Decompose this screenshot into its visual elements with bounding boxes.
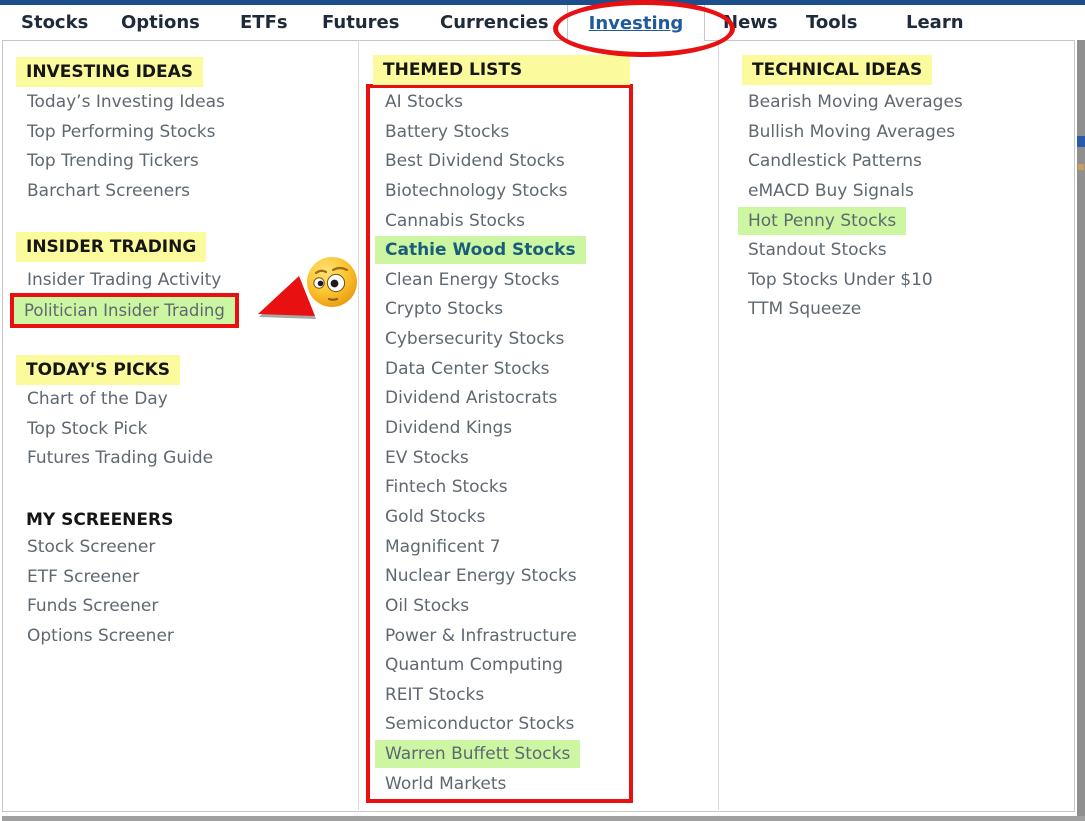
menu-item-magnificent-7[interactable]: Magnificent 7 — [385, 536, 501, 557]
menu-item-quantum-computing[interactable]: Quantum Computing — [385, 655, 564, 676]
page-behind-fragment — [1077, 136, 1085, 147]
menu-item-top-stock-pick[interactable]: Top Stock Pick — [27, 418, 148, 439]
menu-item-cybersecurity-stocks[interactable]: Cybersecurity Stocks — [385, 329, 565, 350]
page-behind-right-strip — [1077, 40, 1085, 821]
todays-picks-list: Chart of the Day Top Stock Pick Futures … — [27, 385, 213, 474]
raised-eyebrow-emoji-icon — [307, 257, 357, 307]
nav-item-currencies[interactable]: Currencies — [440, 12, 549, 33]
menu-item-battery-stocks[interactable]: Battery Stocks — [385, 121, 510, 142]
menu-item-reit-stocks[interactable]: REIT Stocks — [385, 684, 485, 705]
menu-item-warren-buffett-stocks[interactable]: Warren Buffett Stocks — [375, 740, 586, 770]
menu-item-gold-stocks[interactable]: Gold Stocks — [385, 506, 486, 527]
nav-item-stocks[interactable]: Stocks — [21, 12, 89, 33]
themed-lists: AI Stocks Battery Stocks Best Dividend S… — [375, 88, 586, 799]
menu-item-power-infrastructure[interactable]: Power & Infrastructure — [385, 625, 577, 646]
menu-item-world-markets[interactable]: World Markets — [385, 773, 507, 794]
menu-item-nuclear-energy-stocks[interactable]: Nuclear Energy Stocks — [385, 566, 577, 587]
menu-item-bullish-moving-averages[interactable]: Bullish Moving Averages — [748, 121, 956, 142]
menu-item-biotechnology-stocks[interactable]: Biotechnology Stocks — [385, 180, 568, 201]
menu-item-crypto-stocks[interactable]: Crypto Stocks — [385, 299, 504, 320]
nav-item-tools[interactable]: Tools — [806, 12, 858, 33]
menu-item-top-trending-tickers[interactable]: Top Trending Tickers — [27, 151, 199, 172]
section-header-todays-picks: TODAY'S PICKS — [16, 355, 181, 385]
menu-item-options-screener[interactable]: Options Screener — [27, 625, 174, 646]
section-header-themed-lists: THEMED LISTS — [373, 55, 630, 85]
menu-item-chart-of-the-day[interactable]: Chart of the Day — [27, 389, 168, 409]
menu-item-clean-energy-stocks[interactable]: Clean Energy Stocks — [385, 269, 560, 290]
nav-item-investing[interactable]: Investing — [588, 12, 684, 34]
menu-item-emacd-buy-signals[interactable]: eMACD Buy Signals — [748, 180, 914, 201]
menu-item-top-stocks-under-10[interactable]: Top Stocks Under $10 — [748, 269, 933, 290]
cathie-wood-stocks-highlight[interactable]: Cathie Wood Stocks — [375, 236, 586, 265]
menu-item-dividend-aristocrats[interactable]: Dividend Aristocrats — [385, 388, 558, 409]
menu-item-futures-trading-guide[interactable]: Futures Trading Guide — [27, 448, 214, 469]
investing-ideas-list: Today’s Investing Ideas Top Performing S… — [27, 88, 225, 207]
menu-item-standout-stocks[interactable]: Standout Stocks — [748, 240, 887, 261]
warren-buffett-stocks-highlight[interactable]: Warren Buffett Stocks — [375, 740, 581, 769]
page-behind-bottom-strip — [2, 816, 1085, 821]
nav-item-futures[interactable]: Futures — [322, 12, 400, 33]
menu-item-ttm-squeeze[interactable]: TTM Squeeze — [748, 299, 862, 320]
menu-item-data-center-stocks[interactable]: Data Center Stocks — [385, 358, 550, 379]
menu-item-top-performing-stocks[interactable]: Top Performing Stocks — [27, 121, 216, 142]
menu-item-todays-investing-ideas[interactable]: Today’s Investing Ideas — [27, 92, 225, 112]
politician-insider-trading-link[interactable]: Politician Insider Trading — [10, 293, 239, 328]
insider-trading-list: Insider Trading Activity — [27, 266, 221, 296]
menu-item-insider-trading-activity[interactable]: Insider Trading Activity — [27, 270, 222, 290]
technical-ideas-list: Bearish Moving Averages Bullish Moving A… — [738, 88, 963, 325]
nav-item-etfs[interactable]: ETFs — [240, 12, 288, 33]
menu-item-oil-stocks[interactable]: Oil Stocks — [385, 595, 470, 616]
menu-item-ev-stocks[interactable]: EV Stocks — [385, 447, 469, 468]
nav-item-options[interactable]: Options — [121, 12, 200, 33]
menu-item-dividend-kings[interactable]: Dividend Kings — [385, 418, 513, 439]
page-behind-fragment — [1078, 164, 1084, 170]
menu-item-ai-stocks[interactable]: AI Stocks — [385, 92, 463, 112]
main-nav-bar: Stocks Options ETFs Futures Currencies I… — [0, 5, 1085, 41]
nav-tab-investing-active[interactable]: Investing — [567, 5, 705, 41]
top-navy-bar — [0, 0, 1085, 5]
hot-penny-stocks-highlight[interactable]: Hot Penny Stocks — [738, 206, 907, 235]
menu-item-semiconductor-stocks[interactable]: Semiconductor Stocks — [385, 714, 575, 735]
menu-item-cannabis-stocks[interactable]: Cannabis Stocks — [385, 210, 525, 231]
menu-item-candlestick-patterns[interactable]: Candlestick Patterns — [748, 151, 922, 172]
nav-item-news[interactable]: News — [723, 12, 778, 33]
menu-item-barchart-screeners[interactable]: Barchart Screeners — [27, 180, 191, 201]
menu-item-etf-screener[interactable]: ETF Screener — [27, 566, 140, 587]
menu-item-hot-penny-stocks[interactable]: Hot Penny Stocks — [738, 206, 963, 237]
section-header-my-screeners: MY SCREENERS — [26, 510, 174, 530]
red-arrow-icon — [258, 276, 315, 316]
menu-item-funds-screener[interactable]: Funds Screener — [27, 596, 159, 617]
my-screeners-list: Stock Screener ETF Screener Funds Screen… — [27, 533, 174, 652]
section-header-technical-ideas: TECHNICAL IDEAS — [742, 55, 933, 85]
investing-dropdown-panel — [2, 40, 1075, 812]
column-divider — [718, 40, 719, 810]
menu-item-stock-screener[interactable]: Stock Screener — [27, 537, 156, 557]
column-divider — [358, 40, 359, 810]
nav-item-learn[interactable]: Learn — [906, 12, 964, 33]
section-header-investing-ideas: INVESTING IDEAS — [16, 57, 204, 87]
menu-item-cathie-wood-stocks[interactable]: Cathie Wood Stocks — [375, 236, 586, 266]
menu-item-best-dividend-stocks[interactable]: Best Dividend Stocks — [385, 151, 565, 172]
section-header-insider-trading: INSIDER TRADING — [16, 232, 207, 262]
menu-item-fintech-stocks[interactable]: Fintech Stocks — [385, 477, 508, 498]
menu-item-bearish-moving-averages[interactable]: Bearish Moving Averages — [748, 92, 963, 112]
